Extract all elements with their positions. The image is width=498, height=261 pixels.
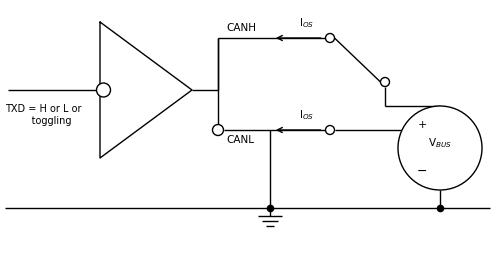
Circle shape bbox=[213, 124, 224, 135]
Circle shape bbox=[326, 33, 335, 43]
Text: −: − bbox=[417, 165, 427, 177]
Circle shape bbox=[380, 78, 389, 86]
Circle shape bbox=[398, 106, 482, 190]
Text: +: + bbox=[417, 120, 427, 130]
Text: CANL: CANL bbox=[226, 135, 254, 145]
Text: CANH: CANH bbox=[226, 23, 256, 33]
Text: I$_{OS}$: I$_{OS}$ bbox=[299, 108, 314, 122]
Circle shape bbox=[326, 126, 335, 134]
Circle shape bbox=[97, 83, 111, 97]
Text: TXD = H or L or
     toggling: TXD = H or L or toggling bbox=[5, 104, 82, 126]
Text: I$_{OS}$: I$_{OS}$ bbox=[299, 16, 314, 30]
Text: V$_{BUS}$: V$_{BUS}$ bbox=[428, 136, 452, 150]
